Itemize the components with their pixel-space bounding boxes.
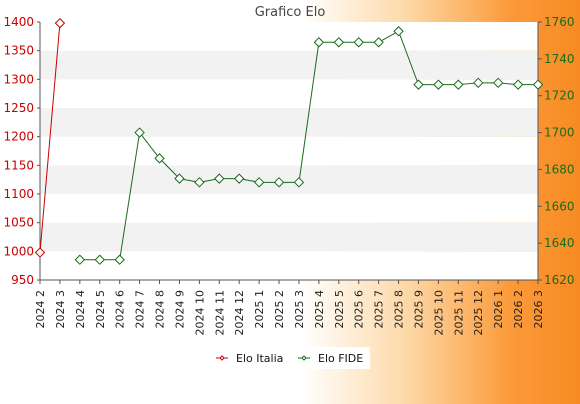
data-point-elo-fide [154,153,165,164]
x-tick-label: 2025 7 [373,290,386,329]
legend-marker-elo-italia [219,355,225,361]
x-tick-label: 2025 9 [412,290,425,329]
y-left-tick-label: 1300 [3,72,34,86]
x-tick-label: 2025 5 [333,290,346,329]
y-left-tick-label: 1350 [3,44,34,58]
data-point-elo-fide [273,177,285,188]
x-tick-label: 2026 1 [492,290,505,329]
y-left-tick-label: 1050 [3,216,34,230]
y-right-tick-label: 1720 [544,89,575,103]
data-point-elo-fide [413,79,424,90]
grid-band [40,136,538,166]
x-tick-label: 2024 12 [233,290,246,336]
y-right-tick-label: 1760 [544,15,575,29]
x-tick-label: 2025 3 [293,290,306,329]
grid-band [40,251,538,280]
y-left-tick-label: 1100 [3,187,34,201]
data-point-elo-italia [54,17,66,29]
legend-marker-elo-fide [301,355,307,361]
series-line-elo-italia [39,23,61,253]
data-point-elo-fide [532,79,544,90]
chart-title: Grafico Elo [255,5,326,20]
grid-band [40,22,538,51]
data-point-elo-fide [253,177,265,188]
data-point-elo-fide [512,79,524,90]
data-point-elo-fide [293,177,305,188]
legend-label-elo-fide: Elo FIDE [318,352,363,365]
x-tick-label: 2026 3 [532,290,545,329]
x-tick-label: 2024 10 [193,290,206,336]
data-point-elo-italia [34,247,46,258]
y-right-tick-label: 1620 [544,273,575,287]
x-tick-label: 2025 1 [253,290,266,329]
x-tick-label: 2025 2 [273,290,286,329]
data-point-elo-fide [333,37,345,48]
data-point-elo-fide [194,177,205,188]
grid-band [40,79,538,108]
x-tick-label: 2025 10 [432,290,445,336]
y-right-tick-label: 1640 [544,236,575,250]
grid-band [40,194,538,223]
y-right-tick-label: 1660 [544,199,575,213]
data-point-elo-fide [393,26,404,37]
data-point-elo-fide [94,254,105,265]
x-tick-label: 2024 7 [134,290,147,329]
legend-box [210,347,370,369]
legend-label-elo-italia: Elo Italia [236,352,283,365]
x-tick-label: 2024 5 [94,290,107,329]
y-right-tick-label: 1740 [544,52,575,66]
data-point-elo-fide [174,173,185,184]
data-point-elo-fide [313,37,325,48]
y-left-tick-label: 1000 [3,244,34,258]
data-point-elo-fide [233,173,245,184]
grid-band [40,222,538,252]
y-left-tick-label: 1150 [3,158,34,172]
x-tick-label: 2025 4 [313,290,326,329]
y-left-tick-label: 1250 [3,101,34,115]
data-point-elo-fide [134,127,145,138]
y-right-tick-label: 1680 [544,162,575,176]
x-tick-label: 2025 8 [393,290,406,329]
data-point-elo-fide [214,173,225,184]
x-tick-label: 2024 8 [154,290,167,329]
data-point-elo-fide [373,37,384,48]
x-tick-label: 2024 2 [34,290,47,329]
y-left-tick-label: 1400 [3,15,34,29]
data-point-elo-fide [74,254,86,265]
data-point-elo-fide [473,77,484,89]
data-point-elo-fide [433,79,444,90]
x-tick-label: 2024 4 [74,290,87,329]
y-right-tick-label: 1700 [544,126,575,140]
x-tick-label: 2026 2 [512,290,525,329]
x-tick-label: 2024 6 [114,290,127,329]
y-left-tick-label: 950 [11,273,34,287]
data-point-elo-fide [353,37,364,48]
x-tick-label: 2024 3 [54,290,67,329]
data-point-elo-fide [453,79,464,90]
x-tick-label: 2024 9 [173,290,186,329]
grid-band [40,165,538,194]
x-tick-label: 2025 11 [452,290,465,336]
grid-band [40,108,538,137]
data-point-elo-fide [492,77,504,89]
data-point-elo-fide [114,254,125,265]
grid-band [40,50,538,80]
x-tick-label: 2025 6 [353,290,366,329]
x-tick-label: 2025 12 [472,290,485,336]
x-tick-label: 2024 11 [213,290,226,336]
y-left-tick-label: 1200 [3,130,34,144]
